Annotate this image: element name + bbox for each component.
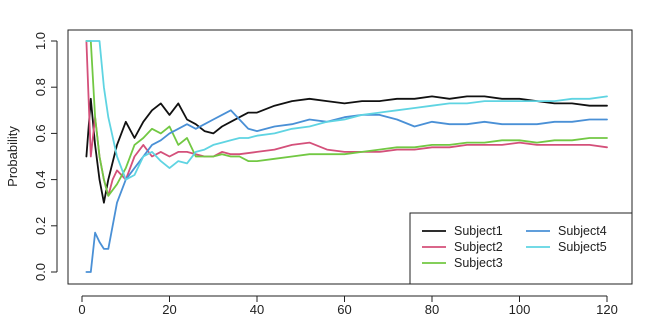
y-tick-label: 0.4 (33, 171, 48, 189)
x-tick-label: 40 (250, 302, 264, 317)
x-tick-label: 60 (337, 302, 351, 317)
series-line-subject3 (85, 40, 608, 197)
y-tick-label: 0.8 (33, 78, 48, 96)
y-tick-label: 0.6 (33, 124, 48, 142)
plot-frame (67, 29, 633, 285)
legend-label: Subject4 (558, 224, 607, 238)
legend-label: Subject3 (454, 256, 503, 270)
legend-label: Subject2 (454, 240, 503, 254)
y-tick-label: 0.0 (33, 263, 48, 281)
plot-area (67, 29, 633, 285)
x-tick-label: 0 (78, 302, 85, 317)
x-tick-label: 120 (596, 302, 618, 317)
y-tick-label: 1.0 (33, 32, 48, 50)
series-line-subject5 (85, 40, 608, 181)
series-line-subject2 (85, 40, 608, 197)
x-tick-label: 20 (162, 302, 176, 317)
legend-box (409, 212, 633, 285)
series-layer (85, 40, 608, 273)
y-tick-label: 0.2 (33, 217, 48, 235)
series-line-subject1 (85, 95, 608, 204)
x-tick-label: 100 (509, 302, 531, 317)
legend-label: Subject5 (558, 240, 607, 254)
legend-label: Subject1 (454, 224, 503, 238)
y-axis-title: Probability (5, 126, 20, 187)
legend: Subject1 Subject2 Subject3 Subject4 Subject5 (409, 212, 633, 285)
x-tick-label: 80 (425, 302, 439, 317)
axes: 0 20 40 60 80 100 120 0.0 0.2 0.4 0.6 0.8 1.0 (33, 32, 618, 317)
